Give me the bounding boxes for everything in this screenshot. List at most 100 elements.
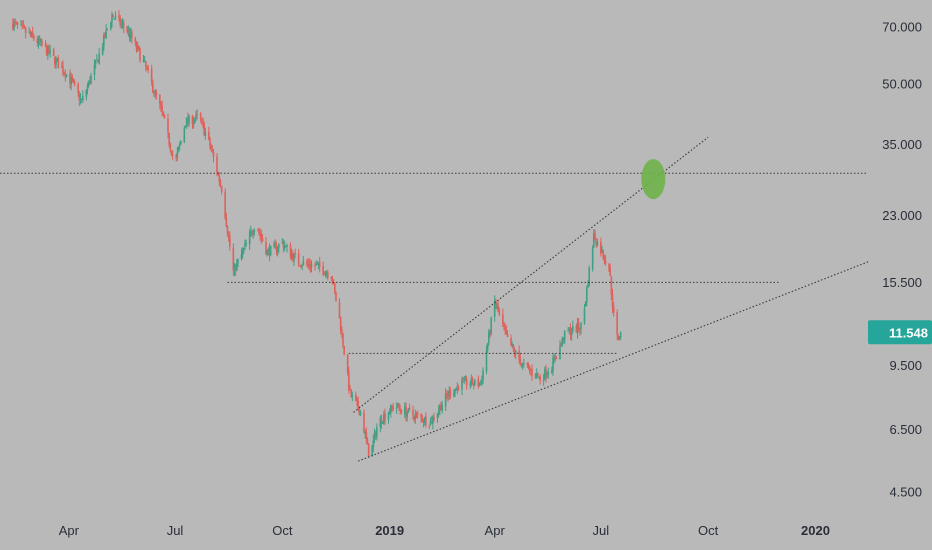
candle-body xyxy=(371,445,373,457)
candle-body xyxy=(65,74,68,77)
candle-body xyxy=(63,72,65,74)
candle-body xyxy=(44,45,47,47)
candle-body xyxy=(398,403,400,408)
candle-body xyxy=(266,250,268,255)
price-tick-label: 9.500 xyxy=(889,358,922,373)
candle-body xyxy=(583,307,586,324)
candle-body xyxy=(154,90,156,93)
candle-body xyxy=(482,370,484,381)
candle-body xyxy=(521,363,524,365)
candle-body xyxy=(474,379,476,385)
candle-body xyxy=(339,317,342,330)
candle-body xyxy=(523,363,525,365)
candle-body xyxy=(87,80,90,87)
candle-body xyxy=(554,358,557,360)
candle-body xyxy=(449,390,452,397)
candle-body xyxy=(79,98,82,100)
candle-body xyxy=(171,155,174,157)
candle-body xyxy=(41,41,43,46)
candle-body xyxy=(252,232,254,235)
candle-body xyxy=(293,253,295,261)
candle-body xyxy=(16,22,19,25)
candle-body xyxy=(366,439,369,443)
candle-body xyxy=(302,261,305,265)
time-tick-label: Jul xyxy=(167,523,184,538)
candle-body xyxy=(569,327,572,335)
candle-body xyxy=(23,26,26,28)
candle-body xyxy=(493,300,496,317)
candle-body xyxy=(481,380,483,384)
candle-body xyxy=(134,38,137,43)
last-price-label: 11.548 xyxy=(889,325,928,340)
candle-body xyxy=(30,31,33,36)
candle-body xyxy=(364,432,366,434)
candle-body xyxy=(145,61,147,67)
candle-body xyxy=(237,259,239,263)
candle-body xyxy=(530,370,532,372)
candle-body xyxy=(512,344,515,349)
candle-body xyxy=(372,440,375,448)
candle-body xyxy=(610,276,613,295)
candle-body xyxy=(454,389,456,394)
candle-body xyxy=(538,376,540,378)
candle-body xyxy=(106,28,109,30)
candle-body xyxy=(617,336,620,339)
candle-body xyxy=(283,246,286,249)
candle-body xyxy=(323,273,326,275)
candle-body xyxy=(52,49,55,57)
candle-body xyxy=(49,50,51,53)
candle-body xyxy=(511,344,513,347)
candle-body xyxy=(519,358,522,366)
candle-body xyxy=(143,60,146,62)
candle-body xyxy=(82,95,84,101)
candle-body xyxy=(129,32,132,39)
candle-body xyxy=(572,325,574,332)
candle-body xyxy=(609,268,611,277)
candle-body xyxy=(210,145,212,150)
last-price-tag-background xyxy=(868,320,932,345)
candle-body xyxy=(561,338,564,345)
candle-body xyxy=(586,287,588,302)
candle-body xyxy=(104,34,106,38)
candle-body xyxy=(464,377,467,379)
candle-body xyxy=(292,254,294,260)
candle-body xyxy=(433,417,435,420)
candle-body xyxy=(101,46,104,55)
candle-body xyxy=(441,405,443,411)
candle-body xyxy=(110,22,112,30)
candle-body xyxy=(436,413,439,419)
candle-body xyxy=(601,249,603,253)
candle-body xyxy=(619,332,622,338)
candle-body xyxy=(265,242,267,255)
time-axis[interactable]: Apr Jul Oct 2019 Apr Jul Oct 2020 xyxy=(59,523,830,538)
candle-body xyxy=(363,412,365,433)
candle-body xyxy=(245,243,247,245)
candle-body xyxy=(139,47,141,61)
candle-body xyxy=(497,305,499,312)
candle-body xyxy=(528,366,531,371)
candle-body xyxy=(456,386,459,390)
drawings-layer[interactable] xyxy=(0,136,869,462)
candle-body xyxy=(48,47,50,54)
candle-body xyxy=(15,22,18,24)
candle-body xyxy=(37,38,40,44)
candle-body xyxy=(432,416,434,424)
candle-body xyxy=(253,229,256,233)
candle-body xyxy=(420,414,422,418)
candle-body xyxy=(596,241,599,246)
candle-body xyxy=(510,338,512,346)
candle-body xyxy=(40,40,42,42)
candle-body xyxy=(472,384,475,386)
candle-body xyxy=(332,282,335,284)
candle-body xyxy=(72,80,75,83)
price-axis[interactable]: 70.000 50.000 35.000 23.000 15.500 9.500… xyxy=(882,19,922,499)
candle-body xyxy=(611,293,614,308)
candle-body xyxy=(349,389,351,391)
candle-body xyxy=(314,265,316,267)
candle-body xyxy=(285,245,287,247)
time-tick-label: Apr xyxy=(59,523,80,538)
candle-body xyxy=(180,140,182,145)
candle-body xyxy=(406,412,408,417)
